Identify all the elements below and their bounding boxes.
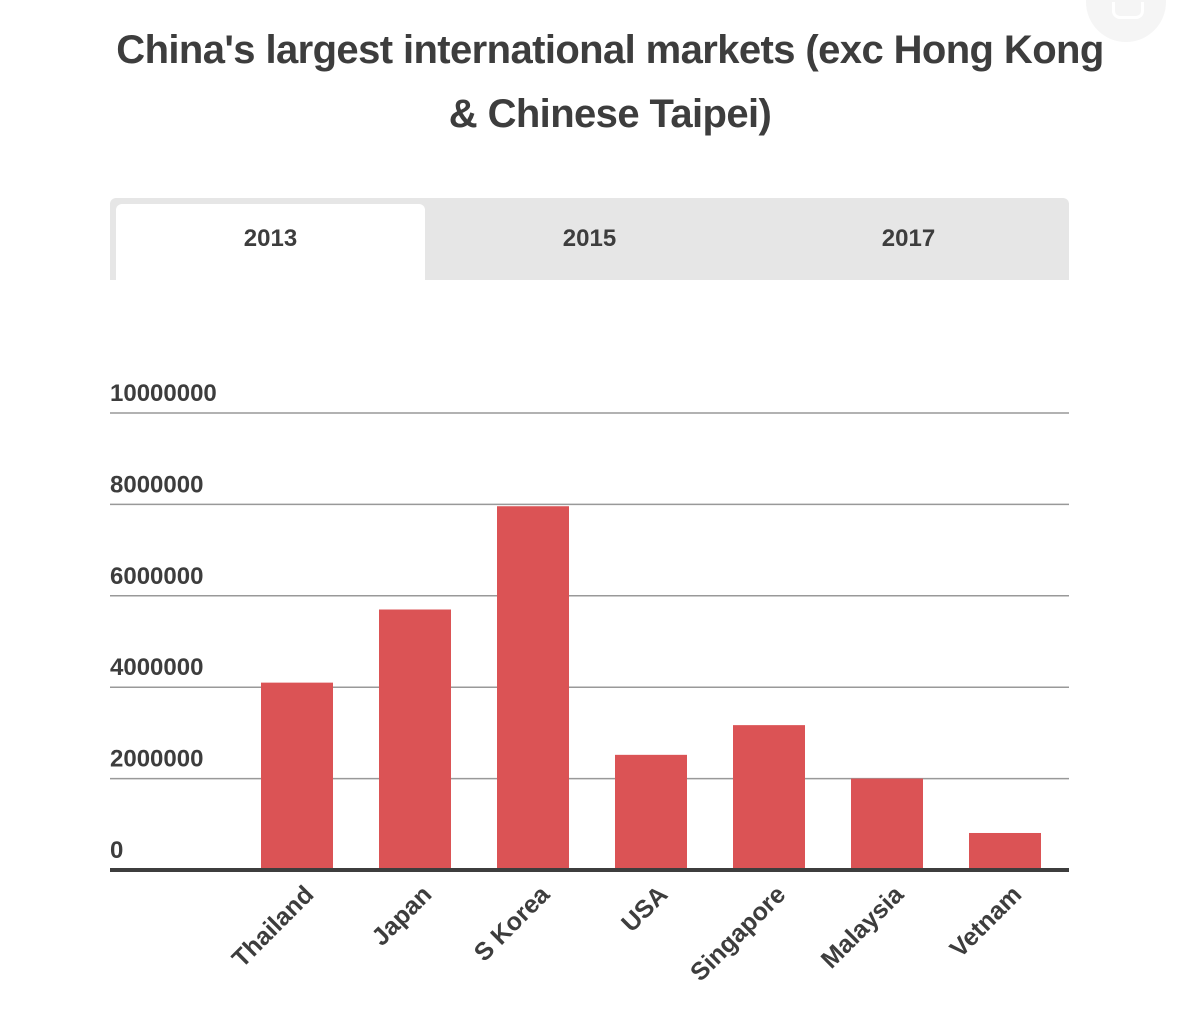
y-tick-label: 4000000 bbox=[110, 654, 203, 681]
chart-title: China's largest international markets (e… bbox=[116, 28, 1104, 136]
bar-malaysia[interactable] bbox=[851, 778, 923, 870]
tab-2013[interactable]: 2013 bbox=[116, 204, 425, 280]
bar-japan[interactable] bbox=[379, 609, 451, 870]
y-tick-label: 10000000 bbox=[110, 380, 217, 407]
x-tick-label: Singapore bbox=[685, 880, 791, 986]
tab-2017[interactable]: 2017 bbox=[881, 225, 936, 252]
badge-icon bbox=[1112, 2, 1144, 19]
y-tick-label: 0 bbox=[110, 837, 123, 864]
x-tick-label: Vetnam bbox=[945, 880, 1028, 963]
tab-2015[interactable]: 2015 bbox=[562, 225, 617, 252]
bar-singapore[interactable] bbox=[733, 725, 805, 870]
x-tick-label: Malaysia bbox=[816, 880, 910, 974]
y-tick-label: 8000000 bbox=[110, 471, 203, 498]
bar-s-korea[interactable] bbox=[497, 506, 569, 870]
x-tick-label: S Korea bbox=[469, 880, 556, 967]
bar-thailand[interactable] bbox=[261, 682, 333, 870]
y-tick-label: 6000000 bbox=[110, 563, 203, 590]
year-tabs: 2013 2015 2017 bbox=[110, 198, 1069, 280]
bar-vetnam[interactable] bbox=[969, 832, 1041, 870]
bar-usa[interactable] bbox=[615, 754, 687, 870]
x-tick-label: USA bbox=[616, 880, 673, 937]
x-tick-label: Thailand bbox=[227, 880, 319, 972]
y-tick-label: 2000000 bbox=[110, 746, 203, 773]
x-tick-label: Japan bbox=[366, 880, 437, 951]
